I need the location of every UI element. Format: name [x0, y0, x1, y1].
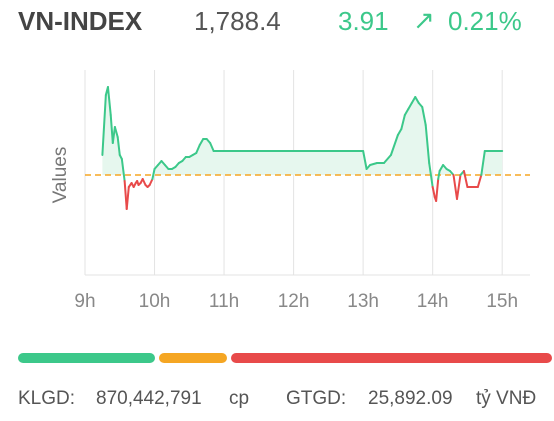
- breadth-bar-decliners: [231, 353, 552, 363]
- series-segment: [120, 158, 126, 182]
- series-segment: [410, 96, 417, 104]
- series-segment: [369, 162, 379, 166]
- series-segment: [452, 174, 458, 200]
- series-segment: [362, 150, 368, 170]
- x-tick-label: 12h: [278, 291, 310, 312]
- series-segment: [111, 126, 116, 144]
- series-segment: [151, 168, 156, 180]
- x-tick-label: 15h: [486, 291, 518, 312]
- index-change-percent: 0.21%: [448, 6, 522, 36]
- series-segment: [195, 144, 201, 154]
- breadth-bar-advancers: [18, 353, 155, 363]
- x-tick-label: 10h: [139, 291, 171, 312]
- series-segment: [476, 174, 483, 188]
- series-segment: [437, 170, 441, 180]
- volume-unit: cp: [229, 388, 250, 409]
- series-segment: [198, 138, 205, 146]
- arrow-up-right-icon: ↗: [413, 5, 435, 35]
- index-value: 1,788.4: [194, 6, 281, 36]
- series-segment: [438, 164, 445, 172]
- x-tick-label: 9h: [74, 291, 95, 312]
- series-segment: [435, 178, 440, 202]
- series-segment: [462, 170, 469, 188]
- area-fill-path: [102, 87, 503, 175]
- intraday-chart: 9h 10h 11h 12h 13h 14h 15h Values: [50, 70, 530, 312]
- index-name: VN-INDEX: [18, 6, 143, 36]
- volume-label: KLGD:: [18, 388, 76, 409]
- series-segment: [116, 136, 121, 156]
- series-segment: [141, 178, 147, 186]
- index-change: 3.91: [338, 6, 389, 36]
- series-segment: [106, 86, 112, 116]
- trading-summary: KLGD: 870,442,791 cp GTGD: 25,892.09 tỷ …: [18, 388, 548, 414]
- breadth-bar-unchanged: [158, 353, 228, 363]
- series-segment: [403, 108, 410, 116]
- series-segment: [414, 96, 420, 104]
- series-segment: [382, 154, 392, 164]
- value-value: 25,892.09: [368, 388, 453, 409]
- series-segment: [421, 106, 427, 126]
- series-segment: [424, 124, 431, 164]
- series-segment: [480, 150, 486, 176]
- series-segment: [428, 162, 434, 188]
- series-segment: [101, 94, 107, 156]
- x-tick-label: 13h: [347, 291, 379, 312]
- index-header: VN-INDEX 1,788.4 3.91 ↗ 0.21%: [18, 5, 538, 42]
- x-tick-labels: 9h 10h 11h 12h 13h 14h 15h: [74, 291, 518, 312]
- series-segment: [389, 134, 399, 156]
- series-segment: [400, 114, 406, 130]
- series-segment: [431, 186, 436, 198]
- x-tick-label: 11h: [209, 291, 239, 312]
- series-segment: [407, 102, 413, 110]
- series-segment: [455, 174, 462, 200]
- volume-value: 870,442,791: [96, 388, 202, 409]
- value-label: GTGD:: [286, 388, 347, 409]
- value-unit: tỷ VNĐ: [476, 388, 537, 409]
- series-segment: [125, 186, 130, 210]
- series-segment: [113, 126, 119, 138]
- x-tick-label: 14h: [417, 291, 449, 312]
- area-fill: [102, 87, 503, 175]
- series-segment: [209, 142, 215, 152]
- series-line: [101, 86, 504, 210]
- series-segment: [396, 128, 403, 136]
- y-axis-label: Values: [50, 147, 71, 204]
- series-segment: [148, 178, 154, 186]
